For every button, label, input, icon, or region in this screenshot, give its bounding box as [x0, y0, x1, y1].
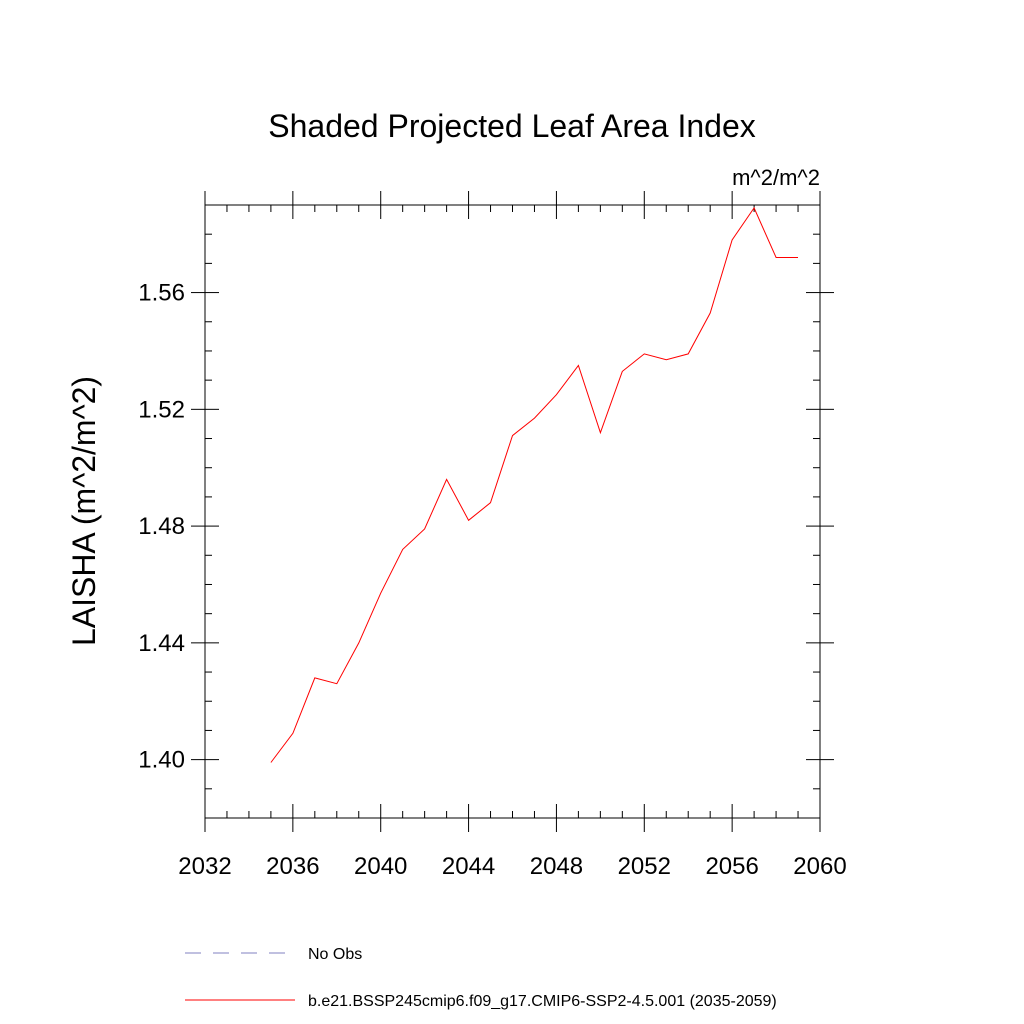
- x-tick-label: 2060: [793, 853, 846, 880]
- y-tick-label: 1.40: [138, 747, 185, 774]
- legend-label: No Obs: [308, 946, 362, 963]
- legend-label: b.e21.BSSP245cmip6.f09_g17.CMIP6-SSP2-4.…: [308, 993, 777, 1010]
- y-axis-title: LAISHA (m^2/m^2): [66, 376, 102, 646]
- y-tick-label: 1.56: [138, 280, 185, 307]
- x-tick-label: 2032: [178, 853, 231, 880]
- x-tick-label: 2036: [266, 853, 319, 880]
- series-line: [270, 206, 798, 763]
- series-layer: [270, 206, 798, 763]
- minor-ticks: [205, 204, 820, 819]
- units-label: m^2/m^2: [732, 165, 820, 190]
- x-tick-label: 2052: [618, 853, 671, 880]
- x-tick-label: 2056: [705, 853, 758, 880]
- x-tick-label: 2048: [530, 853, 583, 880]
- plot-frame: [204, 204, 821, 819]
- x-tick-label: 2044: [442, 853, 495, 880]
- y-tick-label: 1.52: [138, 396, 185, 423]
- x-axis: 2032 2036 2040 2044 2048 2052 2056 2060: [178, 191, 847, 880]
- x-tick-label: 2040: [354, 853, 407, 880]
- chart-title: Shaded Projected Leaf Area Index: [268, 108, 755, 144]
- y-tick-label: 1.44: [138, 630, 185, 657]
- y-axis: 1.40 1.44 1.48 1.52 1.56: [138, 280, 834, 774]
- y-tick-label: 1.48: [138, 513, 185, 540]
- legend: No Obs b.e21.BSSP245cmip6.f09_g17.CMIP6-S…: [185, 946, 777, 1010]
